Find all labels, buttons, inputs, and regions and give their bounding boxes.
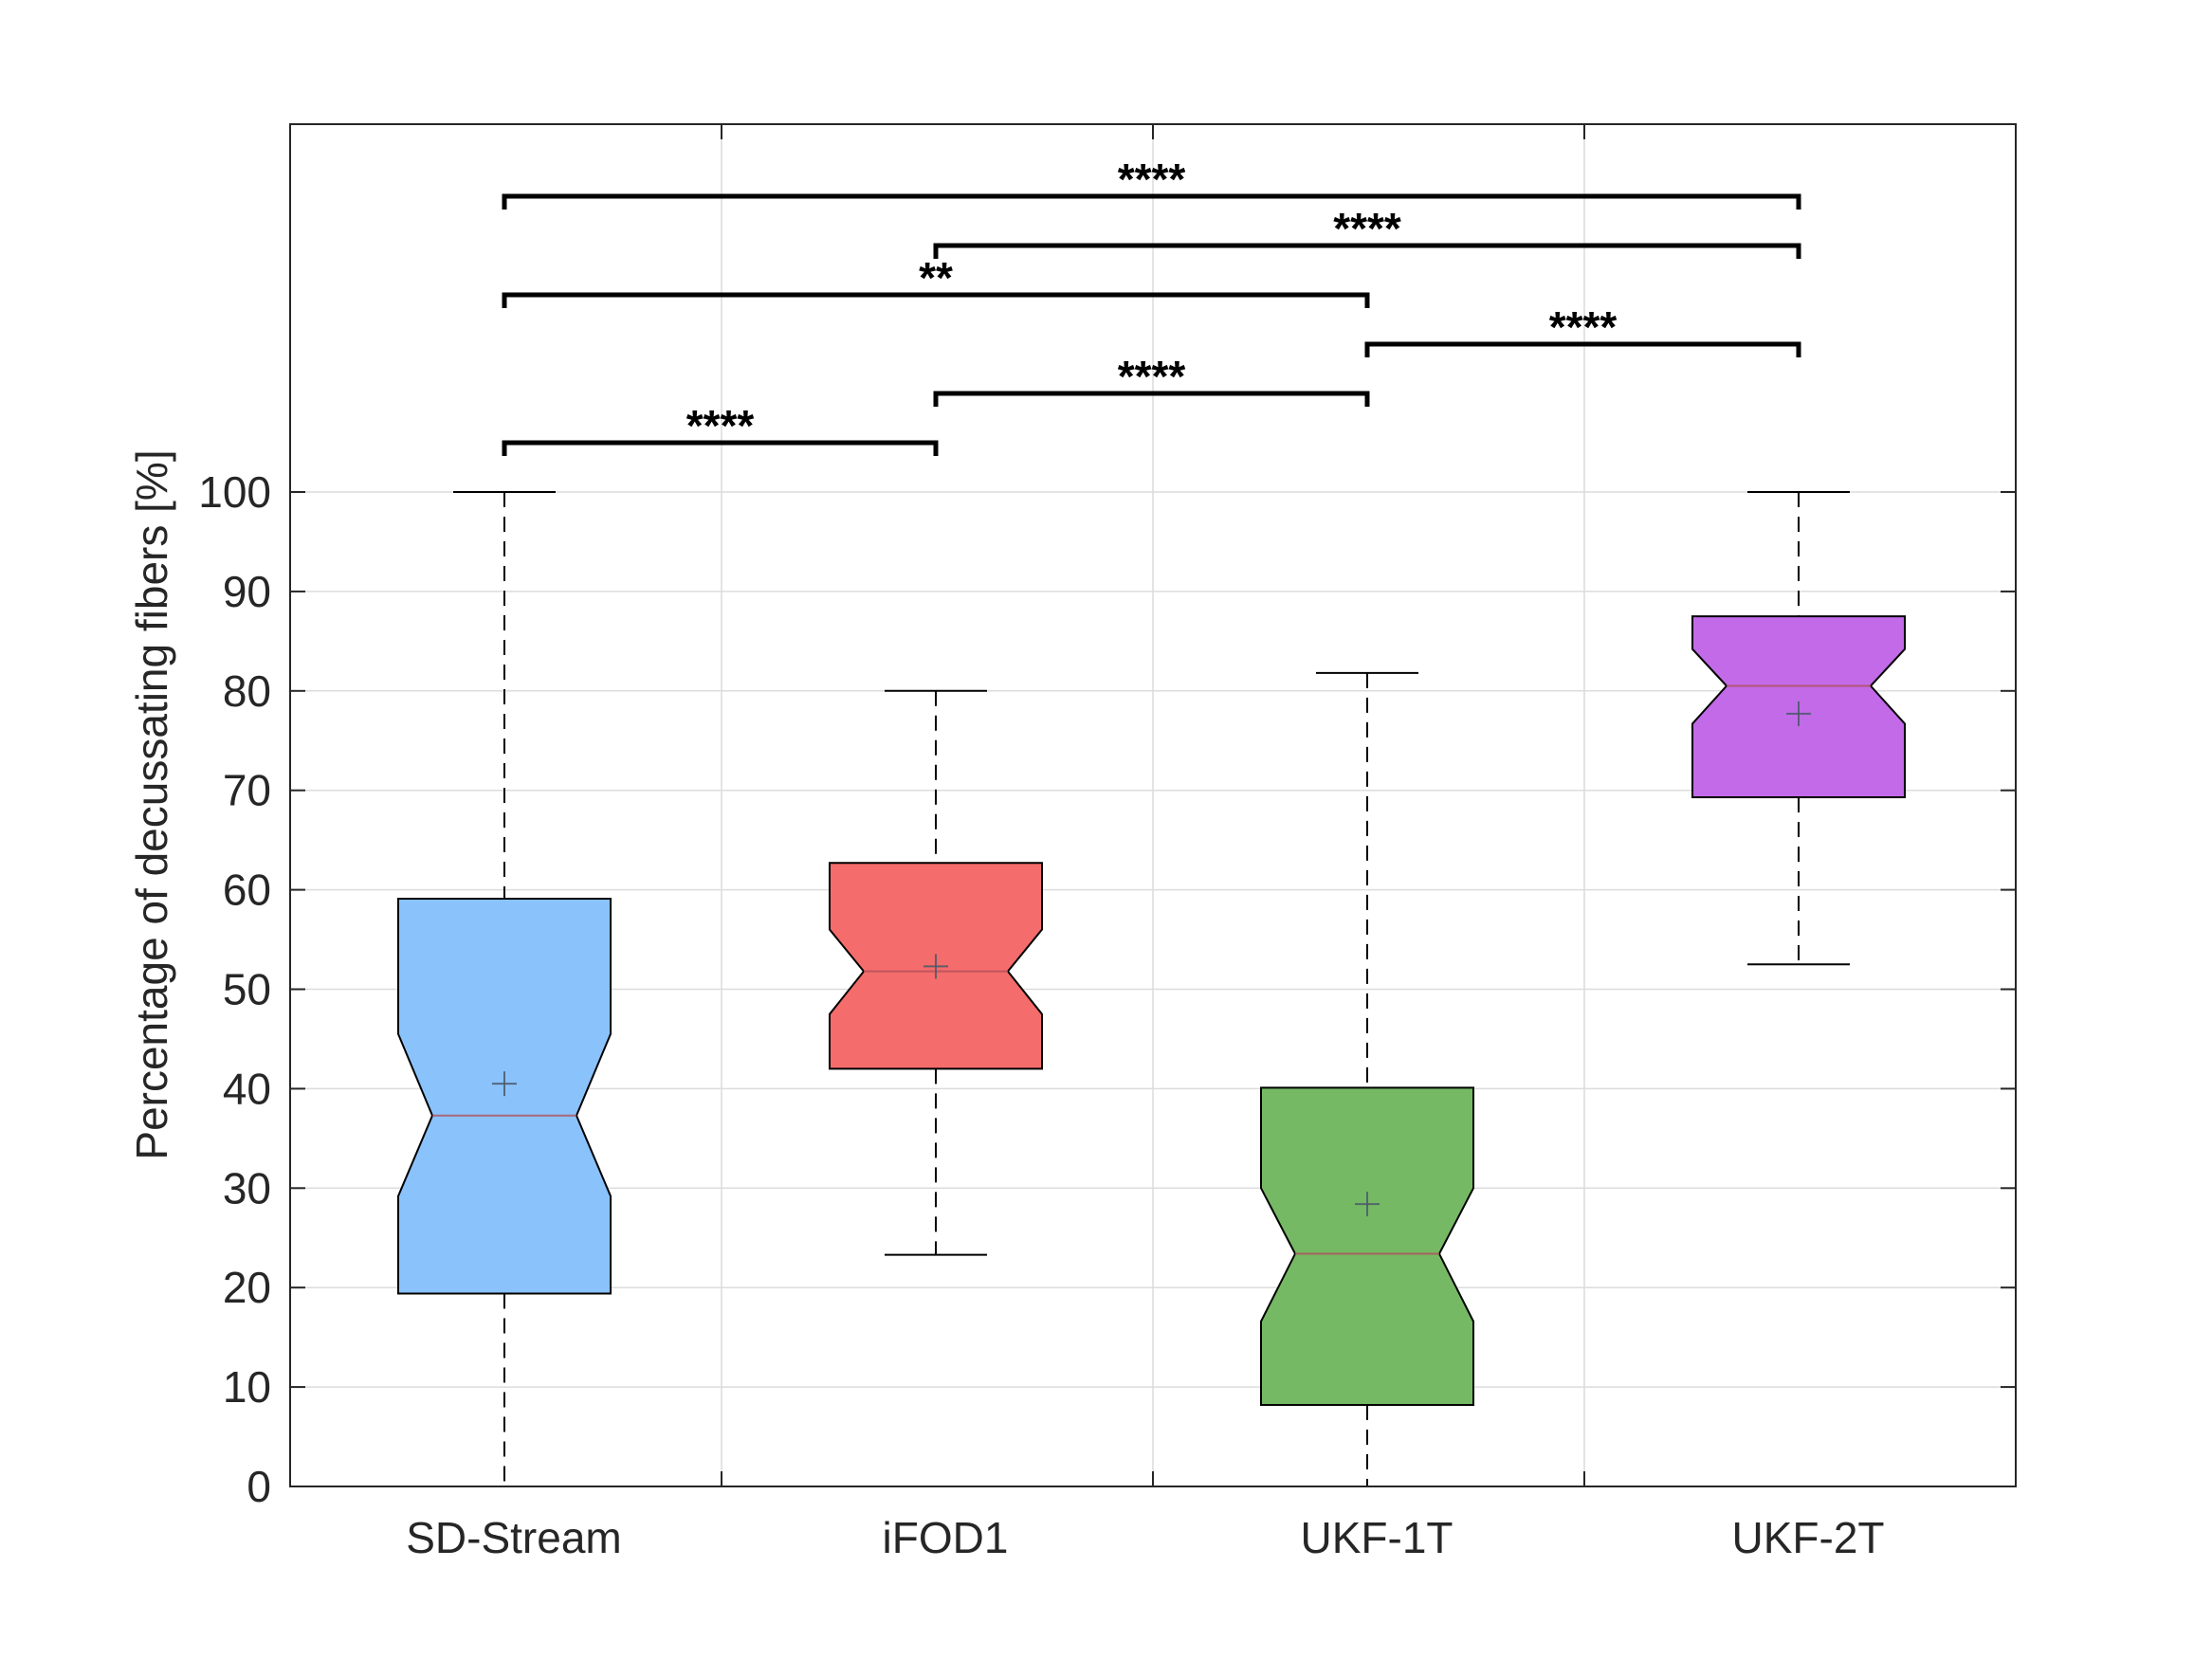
y-tick-label: 80 [223,666,271,716]
box-4 [1691,491,1906,966]
significance-bracket: **** [933,352,1370,407]
y-tick-label: 0 [247,1462,271,1511]
y-tick-label: 40 [223,1064,271,1113]
y-tick-label: 50 [223,965,271,1014]
significance-label: **** [1549,302,1618,352]
significance-bracket: **** [1364,302,1801,357]
x-tick-label: iFOD1 [883,1513,1009,1562]
bracket-line [1364,341,1801,357]
bracket-line [933,391,1370,407]
bracket-line [502,292,1370,308]
y-tick-label: 30 [223,1163,271,1212]
bracket-line [502,193,1801,210]
y-tick-label: 90 [223,567,271,616]
significance-bracket: ** [502,253,1370,308]
y-tick-label: 20 [223,1263,271,1312]
notched-box [1260,1086,1474,1406]
axis-ticks: 0 10 20 30 40 50 60 70 80 90 100 SD-Stream iFOD1 UKF-… [198,124,2016,1562]
y-tick-label: 10 [223,1362,271,1412]
significance-label: **** [1118,155,1186,204]
y-tick-label: 70 [223,766,271,815]
significance-label: **** [686,401,755,450]
notched-box [397,898,612,1295]
bracket-line [502,440,939,456]
y-tick-label: 60 [223,866,271,915]
y-axis-label: Percentage of decussating fibers [%] [127,449,176,1159]
x-tick-label: SD-Stream [406,1513,621,1562]
y-tick-label: 100 [198,467,271,517]
x-tick-label: UKF-1T [1301,1513,1453,1562]
boxes [397,491,1906,1487]
box-3 [1260,671,1474,1487]
significance-bracket: **** [502,401,939,456]
significance-bracket: **** [933,204,1801,259]
significance-label: **** [1118,352,1186,401]
significance-label: **** [1333,204,1401,253]
significance-label: ** [919,253,953,302]
significance-brackets: ********************** [502,155,1801,456]
bracket-line [933,243,1801,259]
x-tick-label: UKF-2T [1732,1513,1885,1562]
box-2 [829,689,1043,1256]
significance-bracket: **** [502,155,1801,210]
